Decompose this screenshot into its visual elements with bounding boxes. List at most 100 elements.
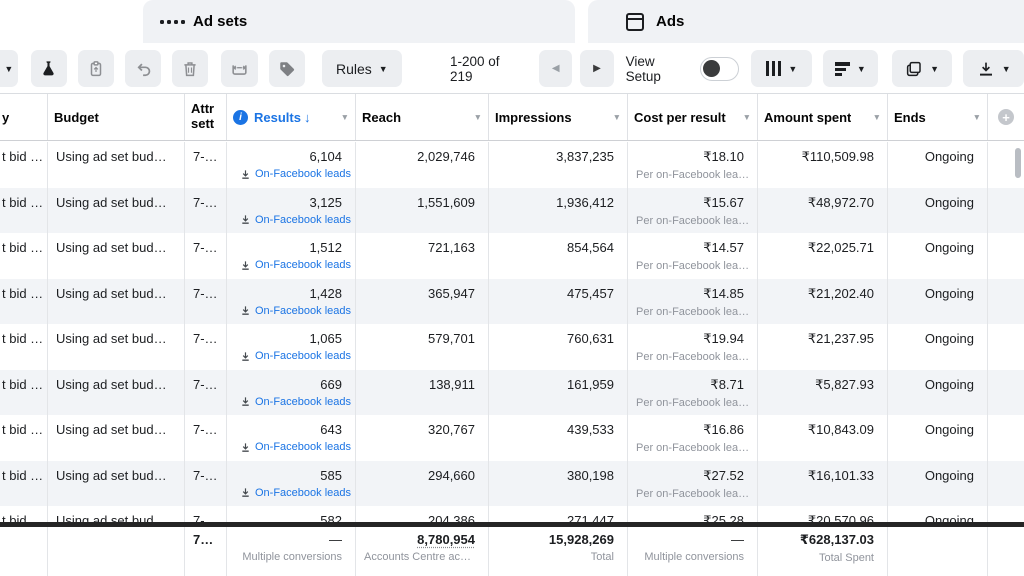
attribution-cell: 7-… — [185, 415, 227, 461]
estimated-metric-value[interactable]: 8,780,954 — [417, 532, 475, 547]
lead-download-icon — [242, 442, 249, 452]
reach-cell: 1,551,609 — [356, 187, 489, 233]
duplicate-button[interactable] — [77, 50, 114, 87]
column-header-ends[interactable]: Ends ▼ — [888, 94, 988, 140]
table-row[interactable]: t bid … Using ad set bud… 7-… 3,125 On-F… — [0, 187, 1024, 233]
table-row[interactable]: t bid … Using ad set bud… 7-… 1,065 On-F… — [0, 324, 1024, 370]
table-row[interactable]: t bid … Using ad set bud… 7-… 6,104 On-F… — [0, 142, 1024, 188]
bid-strategy-cell: t bid … — [0, 324, 48, 370]
lead-download-icon — [242, 306, 249, 315]
tag-icon — [278, 60, 296, 78]
budget-cell: Using ad set bud… — [48, 460, 185, 506]
results-cell: 582 On-Facebook leads — [227, 506, 356, 522]
clipboard-icon — [87, 60, 105, 78]
impressions-cell: 271,447 — [489, 506, 628, 522]
column-header-reach[interactable]: Reach ▼ — [356, 94, 489, 140]
chevron-down-icon[interactable]: ▼ — [972, 112, 981, 122]
table-row[interactable]: t bid … Using ad set bud… 7-… 643 On-Fac… — [0, 415, 1024, 461]
ends-cell: Ongoing — [888, 460, 988, 506]
totals-reach-cell: 8,780,954 Accounts Centre ac… — [356, 527, 489, 576]
toolbar: ▼ — [0, 44, 1024, 93]
next-page-button[interactable]: ▶ — [580, 50, 614, 87]
budget-cell: Using ad set bud… — [48, 233, 185, 279]
column-header-budget[interactable]: Budget — [48, 94, 185, 140]
reports-button[interactable]: ▼ — [891, 50, 953, 87]
chevron-down-icon[interactable]: ▼ — [612, 112, 621, 122]
reports-icon — [905, 60, 923, 78]
lead-download-icon — [242, 215, 249, 224]
amount-spent-cell: ₹20,570.96 — [758, 506, 888, 522]
chevron-down-icon[interactable]: ▼ — [473, 112, 482, 122]
impressions-cell: 1,936,412 — [489, 187, 628, 233]
budget-cell: Using ad set bud… — [48, 187, 185, 233]
column-header-cost-per-result[interactable]: Cost per result ▼ — [628, 94, 758, 140]
tab-ad-sets[interactable]: Ad sets — [143, 0, 575, 43]
results-type-link[interactable]: On-Facebook leads — [227, 305, 355, 317]
results-cell: 3,125 On-Facebook leads — [227, 187, 356, 233]
columns-button[interactable]: ▼ — [751, 50, 812, 87]
lead-download-icon — [242, 260, 249, 270]
tab-ad-sets-label: Ad sets — [193, 13, 248, 30]
bid-strategy-cell: t bid … — [0, 142, 48, 188]
export-button[interactable]: ▼ — [963, 50, 1024, 87]
info-icon[interactable]: i — [233, 109, 248, 125]
edit-dropdown-partial-button[interactable]: ▼ — [0, 50, 18, 87]
results-cell: 6,104 On-Facebook leads — [227, 142, 356, 188]
column-header-results[interactable]: i Results ↓ ▼ — [227, 94, 356, 140]
chevron-down-icon[interactable]: ▼ — [742, 112, 751, 122]
tag-button[interactable] — [268, 50, 305, 87]
chevron-down-icon[interactable]: ▼ — [340, 112, 349, 122]
reach-cell: 294,660 — [356, 460, 489, 506]
results-type-link[interactable]: On-Facebook leads — [227, 214, 355, 226]
table-row[interactable]: t bid … Using ad set bud… 7-… 582 On-Fac… — [0, 506, 1024, 522]
attribution-cell: 7-… — [185, 233, 227, 279]
table-row[interactable]: t bid … Using ad set bud… 7-… 669 On-Fac… — [0, 369, 1024, 415]
edit-placement-button[interactable] — [221, 50, 258, 87]
results-cell: 1,512 On-Facebook leads — [227, 233, 356, 279]
tab-campaigns-active-partial[interactable] — [0, 0, 138, 43]
cost-per-result-cell: ₹15.67 Per on-Facebook lea… — [628, 187, 758, 233]
bid-strategy-cell: t bid … — [0, 278, 48, 324]
column-header-impressions[interactable]: Impressions ▼ — [489, 94, 628, 140]
budget-cell: Using ad set bud… — [48, 506, 185, 522]
results-type-link[interactable]: On-Facebook leads — [227, 487, 355, 499]
sort-descending-icon: ↓ — [303, 109, 311, 125]
add-column-button[interactable]: + — [988, 94, 1024, 140]
budget-cell: Using ad set bud… — [48, 369, 185, 415]
view-setup-toggle[interactable] — [700, 56, 740, 81]
results-type-link[interactable]: On-Facebook leads — [227, 350, 355, 362]
breakdown-button[interactable]: ▼ — [822, 50, 878, 87]
table-row[interactable]: t bid … Using ad set bud… 7-… 1,512 On-F… — [0, 233, 1024, 279]
results-type-link[interactable]: On-Facebook leads — [227, 259, 355, 271]
vertical-scrollbar-thumb[interactable] — [1015, 148, 1021, 178]
results-type-link[interactable]: On-Facebook leads — [227, 396, 355, 408]
amount-spent-cell: ₹16,101.33 — [758, 460, 888, 506]
rules-button[interactable]: Rules ▼ — [321, 50, 402, 87]
results-type-link[interactable]: On-Facebook leads — [227, 168, 355, 180]
reach-cell: 138,911 — [356, 369, 489, 415]
results-type-link[interactable]: On-Facebook leads — [227, 441, 355, 453]
reach-cell: 365,947 — [356, 278, 489, 324]
table-row[interactable]: t bid … Using ad set bud… 7-… 585 On-Fac… — [0, 460, 1024, 506]
amount-spent-cell: ₹48,972.70 — [758, 187, 888, 233]
ends-cell: Ongoing — [888, 233, 988, 279]
column-header-bid-strategy-partial[interactable]: y — [0, 94, 48, 140]
impressions-cell: 854,564 — [489, 233, 628, 279]
impressions-cell: 161,959 — [489, 369, 628, 415]
add-column-cell — [988, 324, 1024, 370]
previous-page-button[interactable]: ◀ — [539, 50, 573, 87]
chevron-down-icon[interactable]: ▼ — [872, 112, 881, 122]
ab-test-button[interactable] — [30, 50, 67, 87]
column-header-amount-spent[interactable]: Amount spent ▼ — [758, 94, 888, 140]
rules-label: Rules — [335, 60, 372, 77]
delete-button[interactable] — [172, 50, 209, 87]
undo-button[interactable] — [124, 50, 162, 87]
bid-strategy-cell: t bid … — [0, 415, 48, 461]
column-header-attribution-setting[interactable]: Attr sett — [185, 94, 227, 140]
tab-ads[interactable]: Ads — [588, 0, 1024, 43]
ends-cell: Ongoing — [888, 415, 988, 461]
impressions-cell: 475,457 — [489, 278, 628, 324]
tab-ads-label: Ads — [656, 13, 685, 30]
amount-spent-cell: ₹21,202.40 — [758, 278, 888, 324]
table-row[interactable]: t bid … Using ad set bud… 7-… 1,428 On-F… — [0, 278, 1024, 324]
